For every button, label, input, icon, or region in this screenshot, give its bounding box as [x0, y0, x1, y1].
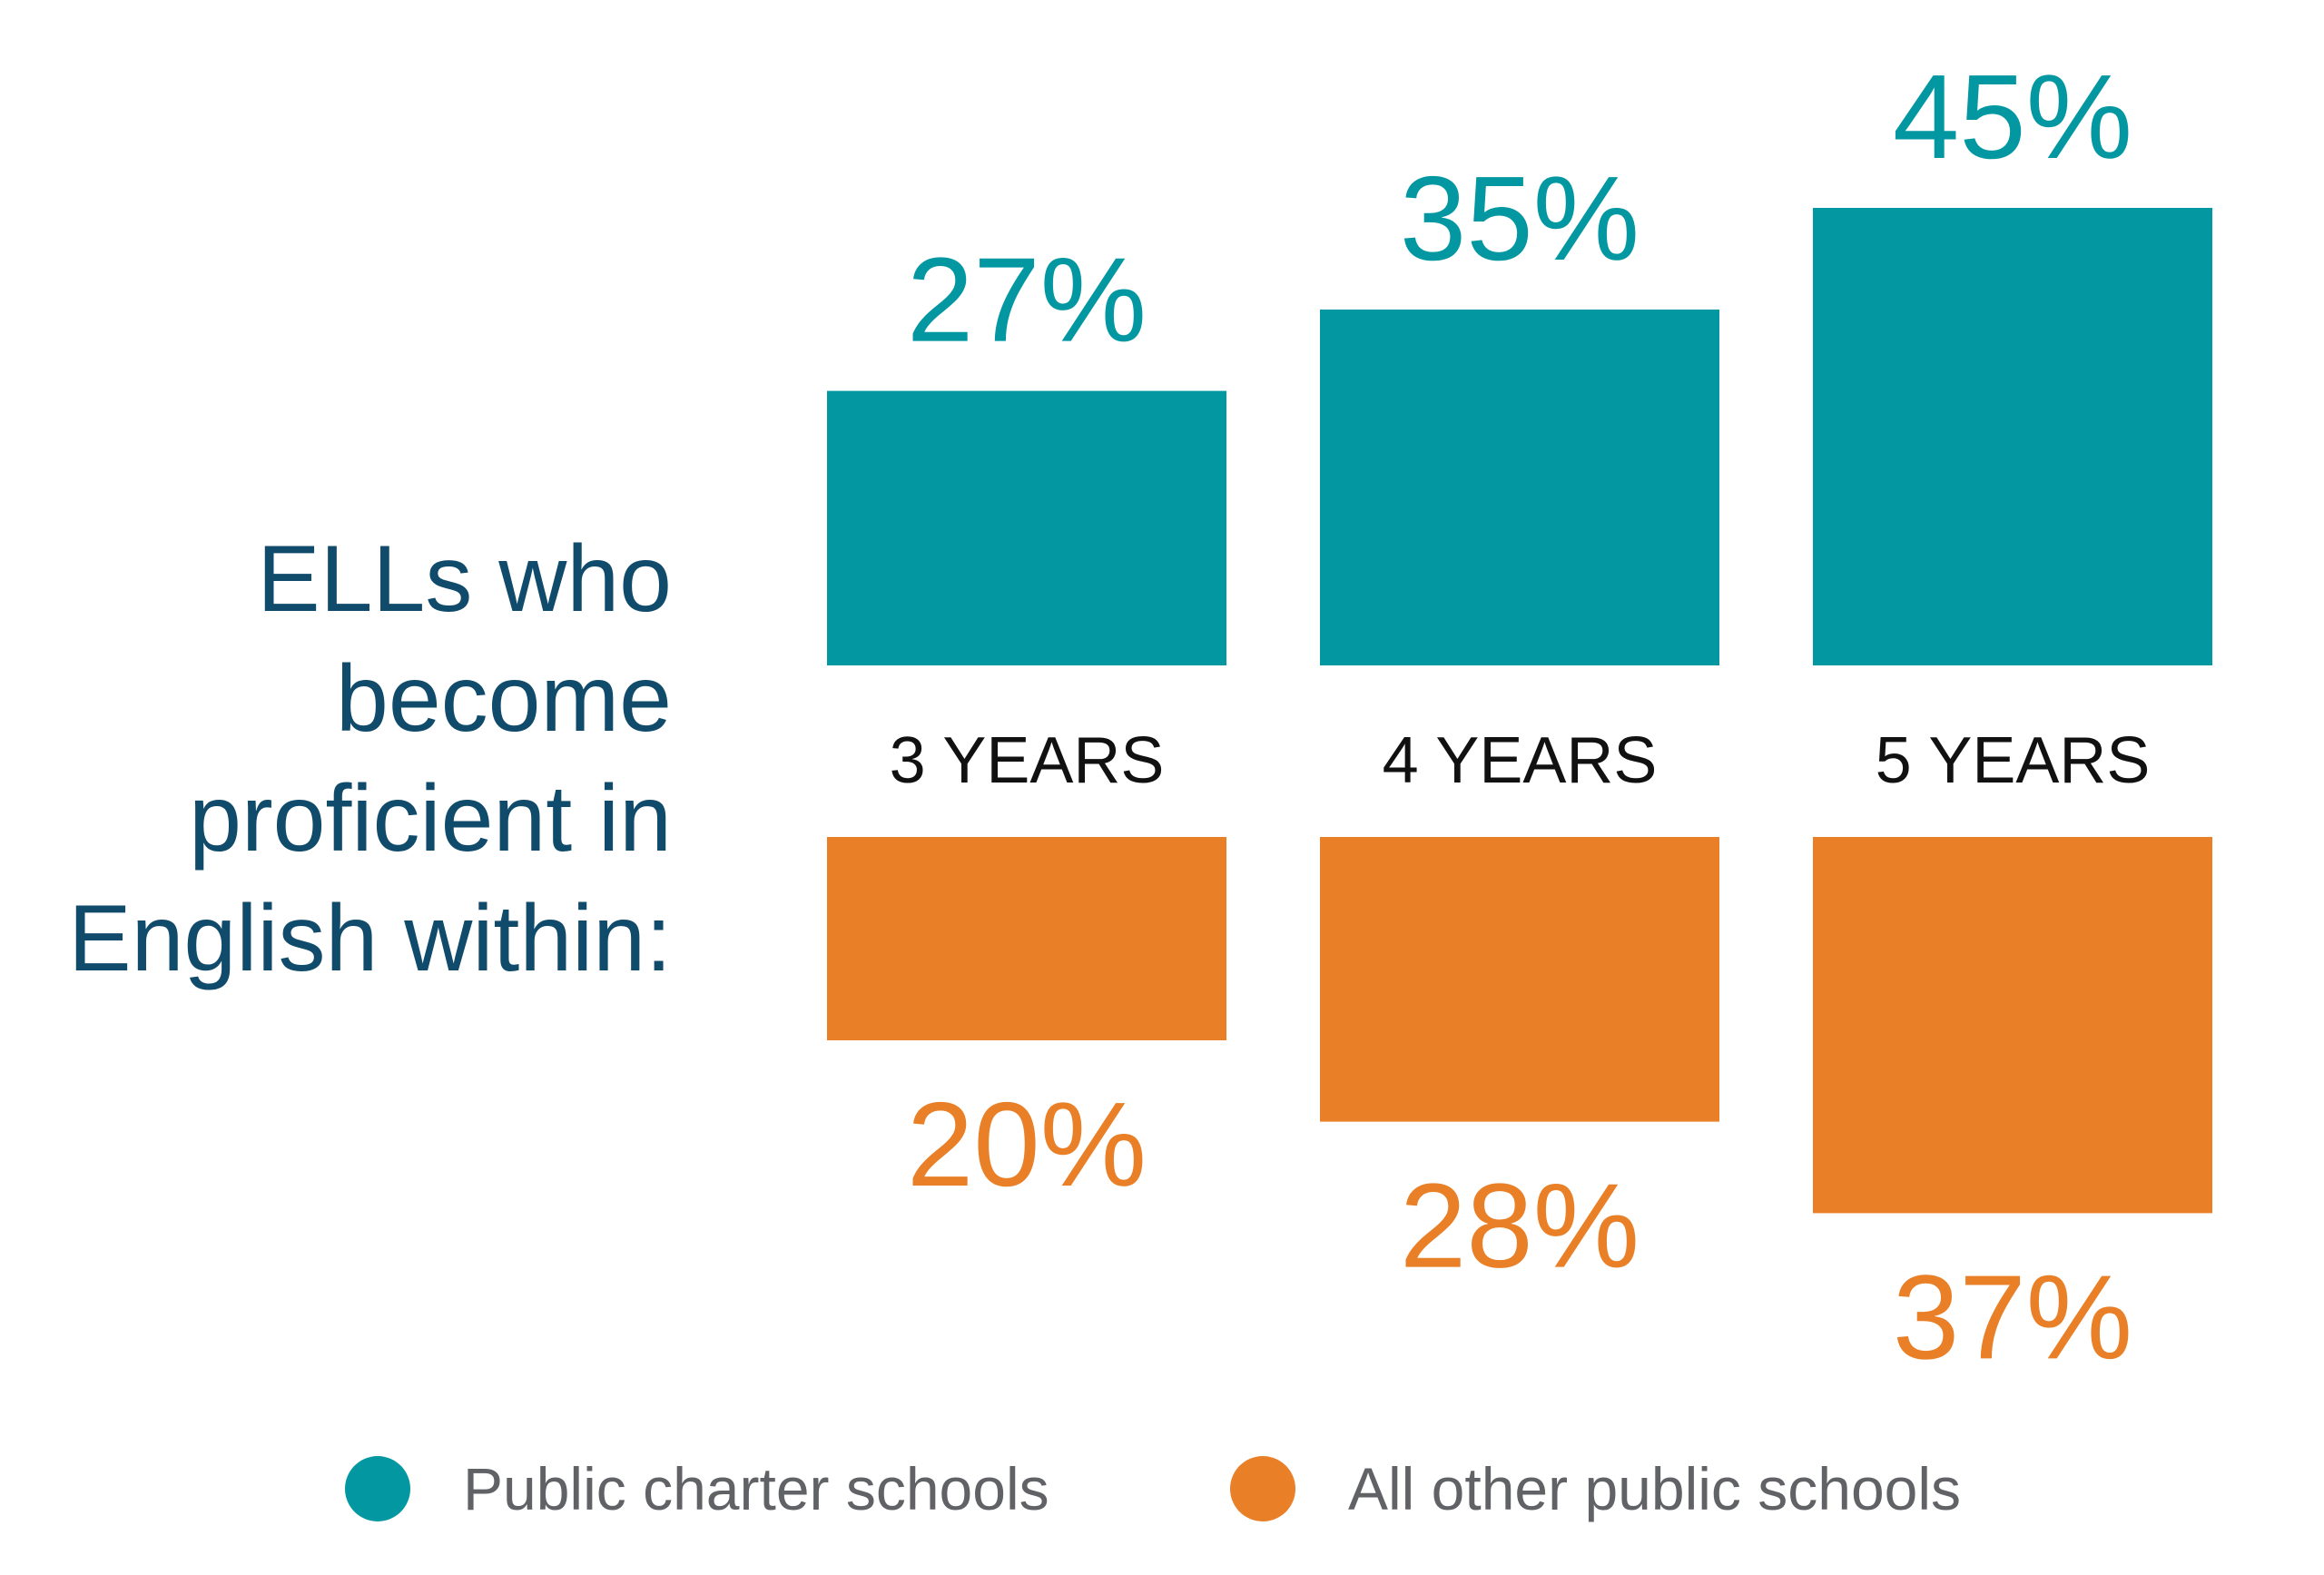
category-label-2: 4 YEARS [1383, 724, 1658, 797]
bar-charter-3 [1813, 208, 2212, 665]
data-label-other-2: 28% [1400, 1159, 1640, 1293]
legend-label-charter: Public charter schools [463, 1455, 1049, 1522]
legend-item-other: All other public schools [1230, 1443, 1961, 1534]
data-label-other-1: 20% [907, 1078, 1147, 1211]
side-label-line-4: English within: [68, 886, 672, 991]
category-label-1: 3 YEARS [890, 724, 1165, 797]
data-label-charter-2: 35% [1400, 152, 1640, 285]
legend-swatch-other [1230, 1456, 1295, 1521]
bar-charter-2 [1320, 310, 1719, 665]
side-label-line-1: ELLs who [257, 527, 672, 632]
legend-label-other: All other public schools [1348, 1455, 1962, 1522]
side-label: ELLs who become proficient in English wi… [18, 519, 672, 999]
legend-item-charter: Public charter schools [345, 1443, 1049, 1534]
bar-other-1 [827, 837, 1226, 1040]
side-label-line-2: become [336, 646, 672, 752]
side-label-line-3: proficient in [189, 766, 672, 871]
legend-swatch-charter [345, 1456, 410, 1521]
data-label-charter-1: 27% [907, 233, 1147, 367]
category-label-3: 5 YEARS [1876, 724, 2151, 797]
data-label-charter-3: 45% [1893, 50, 2132, 183]
bar-charter-1 [827, 390, 1226, 665]
bar-other-3 [1813, 837, 2212, 1214]
data-label-other-3: 37% [1893, 1250, 2132, 1383]
bar-other-2 [1320, 837, 1719, 1122]
